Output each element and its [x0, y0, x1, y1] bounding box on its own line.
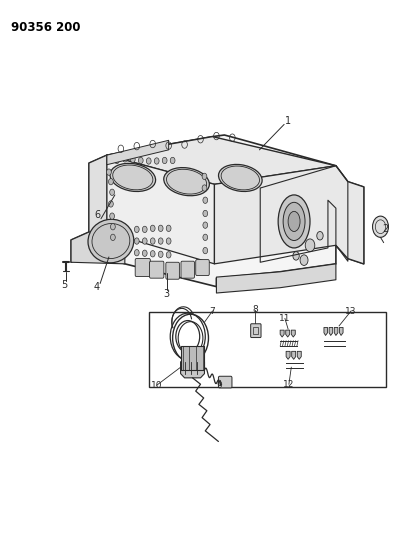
FancyBboxPatch shape	[135, 259, 150, 277]
Bar	[149, 312, 386, 387]
Circle shape	[158, 238, 163, 244]
Polygon shape	[280, 330, 284, 337]
Circle shape	[166, 252, 171, 258]
Text: 10: 10	[151, 381, 162, 390]
Polygon shape	[291, 330, 295, 337]
Circle shape	[162, 157, 167, 164]
Circle shape	[305, 239, 315, 252]
Circle shape	[111, 223, 115, 230]
Polygon shape	[71, 232, 125, 264]
Text: 3: 3	[164, 289, 170, 299]
Text: 12: 12	[283, 379, 295, 389]
Circle shape	[138, 157, 143, 164]
Text: 90356 200: 90356 200	[11, 21, 81, 34]
Circle shape	[111, 234, 115, 240]
Ellipse shape	[88, 219, 134, 263]
Polygon shape	[71, 135, 364, 287]
Ellipse shape	[288, 212, 300, 231]
Circle shape	[166, 238, 171, 244]
FancyBboxPatch shape	[219, 376, 232, 388]
Circle shape	[122, 156, 127, 162]
Polygon shape	[180, 357, 205, 378]
Circle shape	[317, 231, 323, 240]
Polygon shape	[107, 155, 215, 264]
Circle shape	[107, 169, 111, 175]
Polygon shape	[297, 351, 301, 359]
Circle shape	[166, 225, 171, 231]
Circle shape	[134, 238, 139, 244]
Circle shape	[373, 216, 389, 237]
FancyBboxPatch shape	[196, 260, 209, 276]
Polygon shape	[107, 140, 169, 165]
Polygon shape	[329, 327, 333, 335]
Polygon shape	[89, 155, 107, 240]
Circle shape	[203, 222, 208, 228]
Circle shape	[203, 234, 208, 240]
Polygon shape	[324, 327, 328, 335]
Circle shape	[158, 225, 163, 231]
Polygon shape	[215, 166, 364, 264]
Circle shape	[203, 211, 208, 216]
Circle shape	[142, 250, 147, 256]
Ellipse shape	[164, 167, 209, 196]
Ellipse shape	[278, 195, 310, 248]
Ellipse shape	[283, 203, 305, 240]
Circle shape	[293, 252, 299, 260]
Ellipse shape	[110, 163, 156, 191]
Circle shape	[154, 158, 159, 164]
Polygon shape	[334, 327, 338, 335]
Circle shape	[300, 255, 308, 265]
Circle shape	[114, 157, 119, 164]
Circle shape	[146, 158, 151, 164]
Text: 2: 2	[383, 224, 389, 235]
FancyBboxPatch shape	[150, 261, 164, 278]
Circle shape	[142, 226, 147, 232]
Circle shape	[142, 238, 147, 244]
Circle shape	[202, 185, 207, 191]
Ellipse shape	[219, 164, 262, 191]
Circle shape	[109, 179, 113, 185]
Text: 7: 7	[210, 306, 215, 316]
Circle shape	[150, 251, 155, 257]
Circle shape	[134, 249, 139, 256]
Polygon shape	[340, 327, 343, 335]
Text: 9: 9	[217, 381, 223, 390]
Text: 6: 6	[94, 209, 100, 220]
Circle shape	[203, 197, 208, 204]
Text: 1: 1	[285, 116, 291, 126]
FancyBboxPatch shape	[181, 261, 194, 278]
FancyBboxPatch shape	[166, 262, 179, 279]
Polygon shape	[180, 346, 204, 370]
Circle shape	[110, 213, 114, 219]
Circle shape	[170, 157, 175, 164]
Text: 4: 4	[93, 281, 99, 292]
Text: 11: 11	[279, 314, 291, 323]
Text: 13: 13	[345, 306, 357, 316]
Circle shape	[134, 226, 139, 232]
Circle shape	[203, 247, 208, 254]
Text: 8: 8	[253, 305, 258, 314]
Circle shape	[130, 156, 135, 163]
Circle shape	[150, 225, 155, 231]
Circle shape	[110, 189, 114, 196]
Circle shape	[150, 238, 155, 244]
Circle shape	[202, 173, 207, 180]
Polygon shape	[286, 330, 290, 337]
Polygon shape	[286, 351, 290, 359]
Polygon shape	[292, 351, 296, 359]
Text: 5: 5	[61, 280, 67, 290]
FancyBboxPatch shape	[251, 324, 261, 337]
Circle shape	[109, 201, 113, 207]
Circle shape	[158, 251, 163, 257]
Polygon shape	[107, 136, 336, 184]
Polygon shape	[217, 264, 336, 293]
